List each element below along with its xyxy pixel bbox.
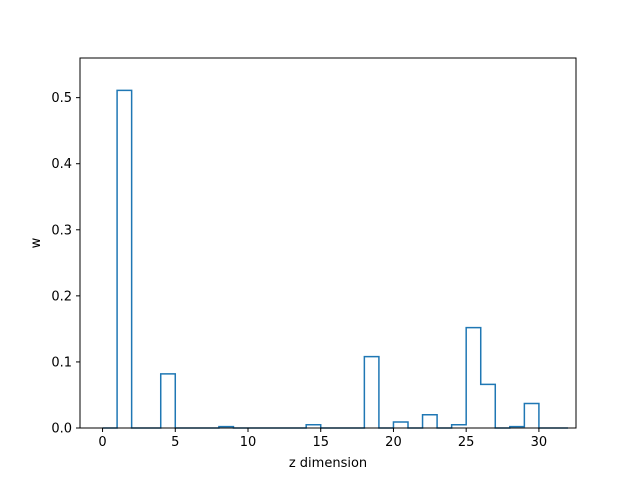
- y-tick-label: 0.0: [51, 422, 72, 437]
- x-tick-label: 5: [171, 435, 179, 450]
- y-tick-label: 0.2: [51, 289, 72, 304]
- histogram-bin: [161, 374, 176, 428]
- histogram-bin: [393, 422, 408, 428]
- x-tick-label: 10: [240, 435, 257, 450]
- y-tick-label: 0.1: [51, 355, 72, 370]
- x-tick-label: 15: [312, 435, 329, 450]
- y-tick-label: 0.3: [51, 223, 72, 238]
- histogram-bin: [481, 384, 496, 428]
- histogram-bin: [423, 415, 438, 428]
- histogram-bin: [466, 328, 481, 428]
- y-tick-label: 0.5: [51, 91, 72, 106]
- x-tick-label: 25: [458, 435, 475, 450]
- x-axis-label: z dimension: [289, 456, 367, 471]
- y-tick-label: 0.4: [51, 157, 72, 172]
- x-tick-label: 30: [531, 435, 548, 450]
- histogram-bin: [117, 90, 132, 428]
- step-outline: [102, 89, 568, 429]
- plot-area: [102, 89, 568, 429]
- histogram-bin: [364, 357, 379, 428]
- histogram-bin: [524, 404, 539, 428]
- x-tick-label: 0: [98, 435, 106, 450]
- x-axis-ticks: 0 5 10 15 20 25 30: [98, 428, 547, 450]
- axes-frame: [79, 57, 577, 429]
- x-tick-label: 20: [385, 435, 402, 450]
- y-axis-ticks: 0.0 0.1 0.2 0.3 0.4 0.5: [51, 91, 80, 437]
- y-axis-label: w: [29, 237, 44, 248]
